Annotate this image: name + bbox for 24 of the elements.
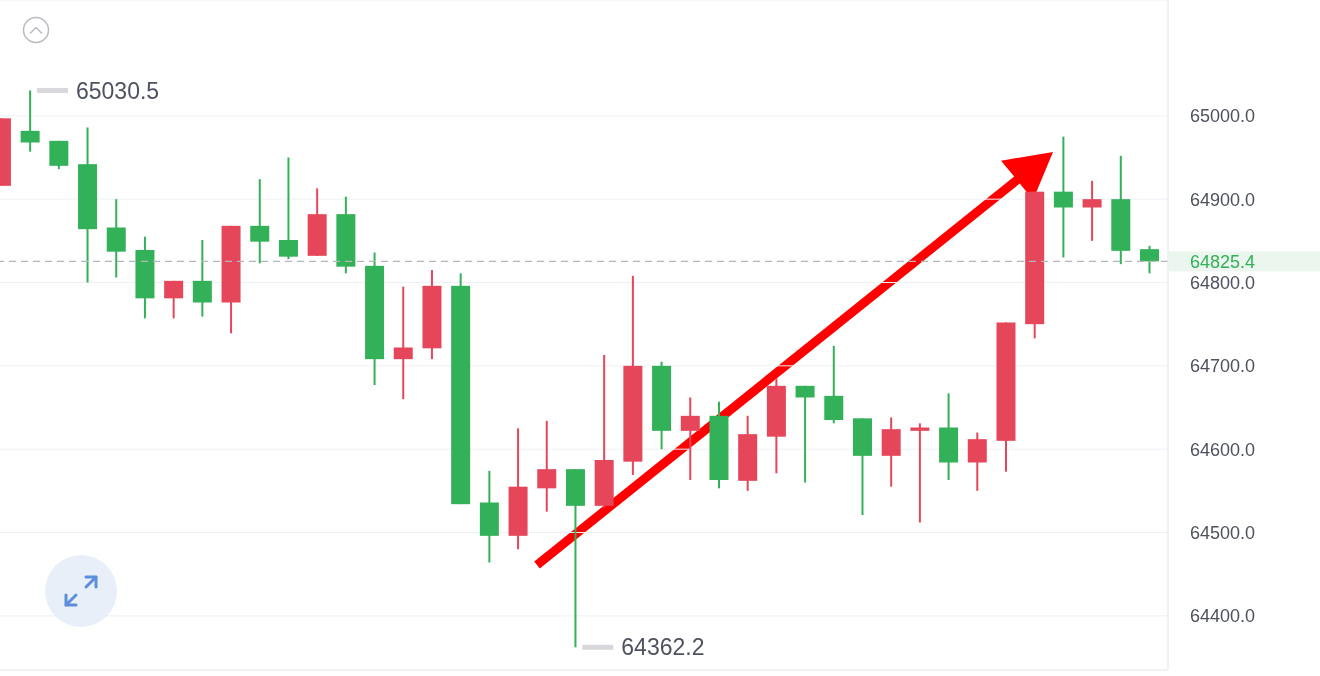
y-tick-label: 64600.0 <box>1190 439 1256 460</box>
candlestick <box>393 285 413 401</box>
y-tick-label: 64500.0 <box>1190 522 1256 543</box>
candlestick <box>680 396 700 481</box>
annotation: 64362.2 <box>621 634 705 661</box>
candlestick <box>1082 179 1102 242</box>
candlestick <box>795 384 815 484</box>
candlestick <box>1053 135 1073 259</box>
candlestick <box>192 239 212 318</box>
candlestick <box>967 431 987 492</box>
y-tick-label: 64800.0 <box>1190 272 1256 293</box>
candlestick <box>250 178 270 265</box>
y-tick-label: 65000.0 <box>1190 106 1256 127</box>
candlestick <box>278 156 298 261</box>
candlestick <box>1139 244 1159 275</box>
candlestick <box>910 422 930 524</box>
annotation: 65030.5 <box>75 77 160 104</box>
candlestick <box>164 279 184 320</box>
y-tick-label: 64700.0 <box>1190 356 1256 377</box>
candlestick <box>537 419 557 513</box>
y-tick-label: 64900.0 <box>1190 189 1256 210</box>
y-tick-label: 64400.0 <box>1190 606 1256 627</box>
ref-line-label: 64825.4 <box>1190 251 1256 272</box>
candlestick <box>20 89 40 153</box>
